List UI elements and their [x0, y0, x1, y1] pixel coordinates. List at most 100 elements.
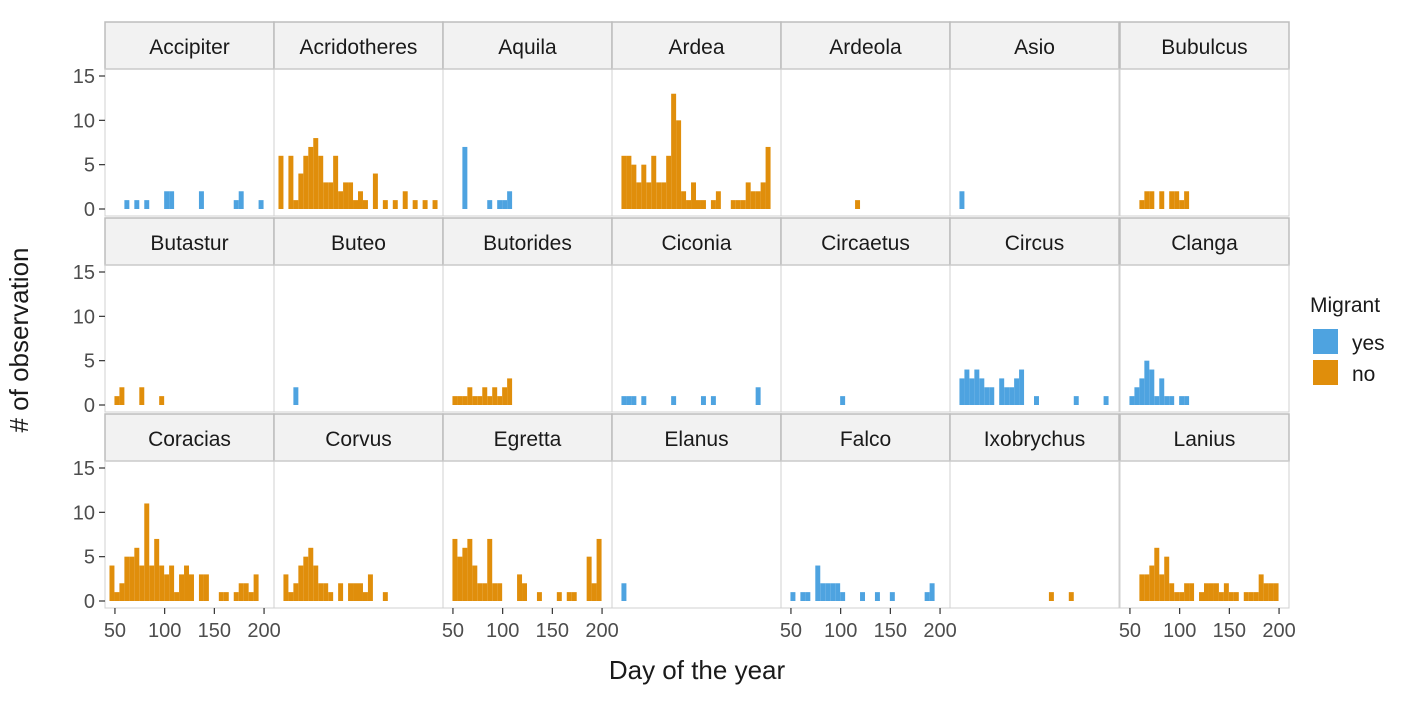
facet-strip-lanius: [1119, 413, 1290, 462]
bar-ardea: [740, 200, 746, 209]
bar-ardea: [735, 200, 741, 209]
facet-strip-circus: [949, 217, 1120, 266]
x-axis-title: Day of the year: [609, 655, 786, 685]
bar-falco: [820, 583, 826, 601]
bar-ardea: [666, 155, 672, 209]
bar-egretta: [457, 556, 463, 601]
bar-clanga: [1144, 360, 1150, 405]
facet-egretta: Egretta 50 100 150 200: [442, 413, 619, 642]
bar-aquila: [497, 200, 503, 209]
bar-circus: [1073, 396, 1079, 405]
bar-clanga: [1154, 396, 1160, 405]
bar-coracias: [184, 565, 190, 601]
facet-panel-accipiter: [104, 68, 275, 217]
facet-panel-clanga: [1119, 264, 1290, 413]
facet-accipiter: Accipiter 0 5 10 15: [73, 21, 275, 221]
facet-label-ardea: Ardea: [668, 36, 724, 59]
y-tick-label: 10: [73, 502, 95, 524]
bar-aquila: [502, 200, 508, 209]
bar-acridotheres: [343, 182, 349, 209]
bar-butorides: [492, 387, 498, 405]
bar-egretta: [522, 583, 528, 601]
bar-circus: [1034, 396, 1039, 405]
bar-accipiter: [134, 200, 140, 209]
bar-buteo: [293, 387, 299, 405]
bar-clanga: [1129, 396, 1135, 405]
bar-lanius: [1223, 583, 1229, 601]
facet-label-accipiter: Accipiter: [149, 36, 230, 59]
facet-ciconia: Ciconia: [611, 217, 782, 413]
bar-acridotheres: [328, 182, 334, 209]
facet-strip-circaetus: [780, 217, 951, 266]
x-tick-label: 150: [198, 620, 231, 642]
facet-label-coracias: Coracias: [148, 428, 231, 451]
facet-panel-butastur: [104, 264, 275, 413]
bar-falco: [825, 583, 831, 601]
bar-ixobrychus: [1048, 592, 1054, 601]
bar-butorides: [487, 396, 493, 405]
facet-panels: Accipiter 0 5 10 15 Acridotheres Aquila Ardea Ar…: [73, 21, 1296, 642]
bar-bubulcus: [1169, 191, 1175, 209]
bar-coracias: [134, 547, 140, 601]
facet-strip-accipiter: [104, 21, 275, 70]
bar-circus: [1014, 378, 1020, 405]
bar-falco: [840, 592, 846, 601]
bar-lanius: [1273, 583, 1279, 601]
bar-ardea: [636, 182, 642, 209]
bar-egretta: [591, 583, 597, 601]
bar-coracias: [119, 583, 125, 601]
facet-label-falco: Falco: [840, 428, 891, 451]
bar-circus: [1004, 387, 1010, 405]
bar-egretta: [477, 583, 483, 601]
bar-lanius: [1159, 574, 1165, 601]
bar-coracias: [154, 538, 160, 601]
bar-corvus: [303, 556, 309, 601]
bar-ardea: [681, 191, 687, 209]
facet-label-asio: Asio: [1014, 36, 1055, 59]
bar-circus: [1103, 396, 1109, 405]
facet-panel-circus: [949, 264, 1120, 413]
bar-falco: [929, 583, 935, 601]
bar-acridotheres: [348, 182, 354, 209]
facet-panel-aquila: [442, 68, 613, 217]
bar-ardeola: [855, 200, 861, 209]
facet-circus: Circus: [949, 217, 1120, 413]
bar-lanius: [1218, 592, 1224, 601]
bar-acridotheres: [362, 200, 368, 209]
bar-ardea: [760, 182, 766, 209]
bar-coracias: [109, 565, 115, 601]
bar-accipiter: [198, 191, 204, 209]
bar-accipiter: [164, 191, 170, 209]
bar-ciconia: [710, 396, 716, 405]
facet-strip-egretta: [442, 413, 613, 462]
facet-label-buteo: Buteo: [331, 232, 386, 255]
facet-strip-asio: [949, 21, 1120, 70]
facet-strip-corvus: [273, 413, 444, 462]
y-axis-title: # of observation: [4, 247, 34, 432]
legend-title: Migrant: [1310, 294, 1380, 317]
facet-panel-elanus: [611, 460, 782, 609]
bar-ardea: [765, 146, 771, 209]
bar-lanius: [1228, 592, 1234, 601]
bar-corvus: [353, 583, 359, 601]
bar-acridotheres: [308, 146, 314, 209]
facet-label-acridotheres: Acridotheres: [300, 36, 418, 59]
bar-lanius: [1208, 583, 1214, 601]
bar-corvus: [298, 565, 304, 601]
bar-lanius: [1199, 592, 1205, 601]
facet-label-butorides: Butorides: [483, 232, 572, 255]
x-tick-label: 150: [874, 620, 907, 642]
bar-circus: [964, 369, 970, 405]
bar-ardea: [651, 155, 657, 209]
bar-corvus: [323, 583, 329, 601]
facet-panel-bubulcus: [1119, 68, 1290, 217]
facet-strip-bubulcus: [1119, 21, 1290, 70]
bar-ardea: [745, 182, 751, 209]
facet-clanga: Clanga: [1119, 217, 1290, 413]
bar-egretta: [492, 583, 498, 601]
bar-corvus: [382, 592, 388, 601]
facet-strip-ardeola: [780, 21, 951, 70]
bar-acridotheres: [372, 173, 378, 209]
facet-acridotheres: Acridotheres: [273, 21, 444, 217]
